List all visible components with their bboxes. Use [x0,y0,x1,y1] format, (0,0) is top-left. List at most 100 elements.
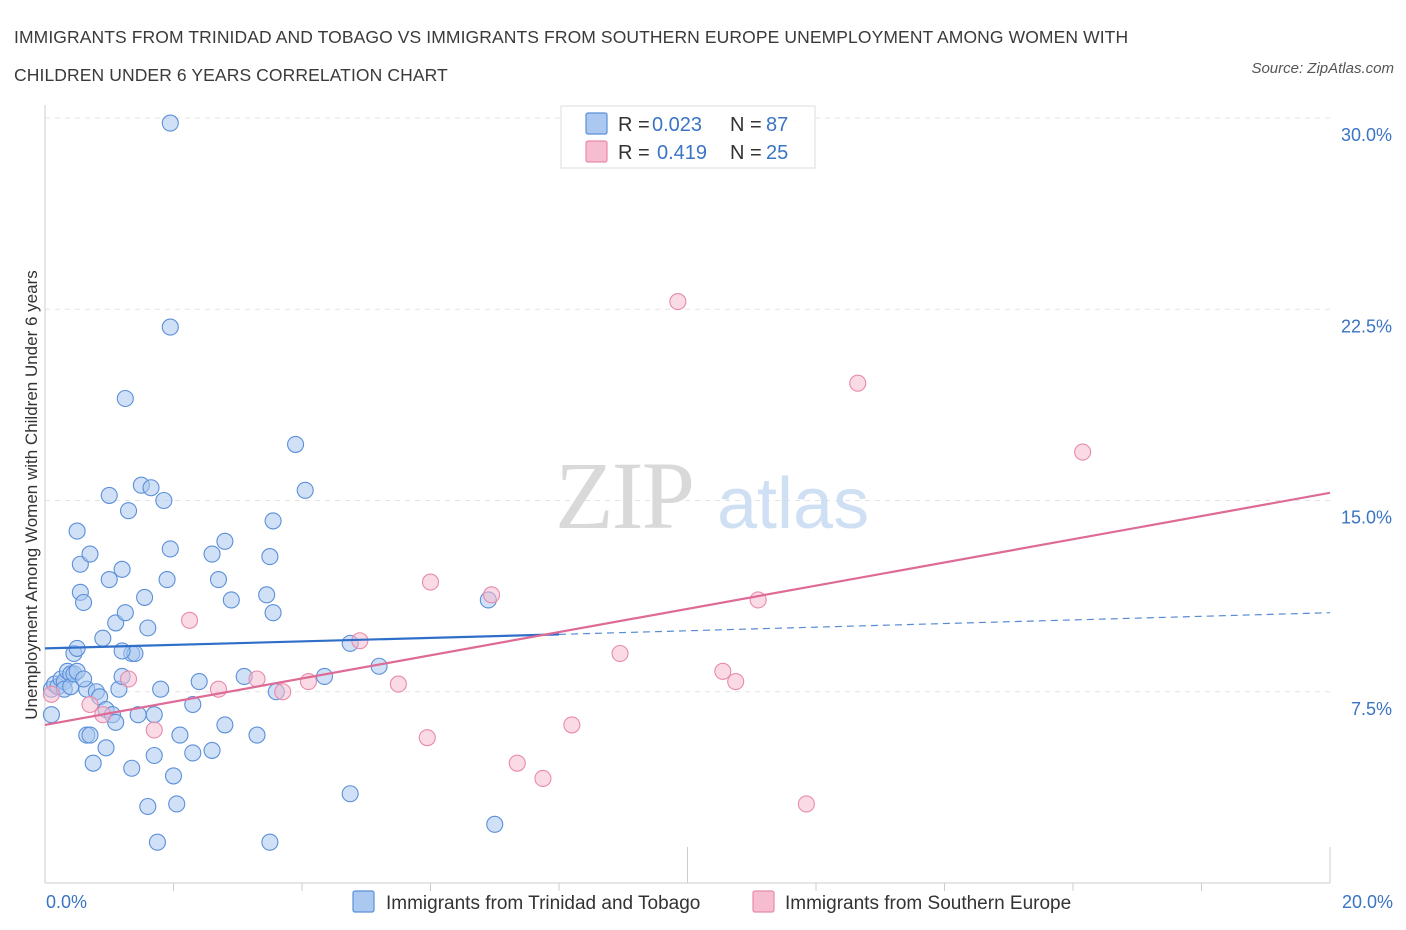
series-1-point-28 [100,570,118,589]
series-1-point-73 [261,833,279,851]
series-1-point-55 [161,114,179,132]
series-1-point-45 [139,619,157,637]
series-1-point-54 [161,540,179,558]
series-2-point-21 [727,672,745,691]
series-2-point-4 [145,721,163,739]
series-2-point-18 [611,644,629,663]
series-2-points [42,293,1092,813]
series-1-point-37 [116,389,134,408]
series-1-point-62 [190,672,208,691]
legend-swatch-series-2 [585,140,608,163]
series-1-point-46 [139,797,157,816]
series-2-point-20 [714,662,732,680]
series-1-point-80 [341,785,359,803]
series-2-point-11 [389,675,407,693]
legend-r-label-1: R = [618,114,650,136]
y-axis-label: Unemployment Among Women with Children U… [22,270,41,719]
legend-n-label-2: N = [730,142,762,164]
series-2-point-0 [42,685,60,703]
series-2-trend-line [44,491,1331,726]
y-tick-label-1: 15.0% [1341,508,1392,528]
x-tick-label-1: 20.0% [1342,892,1393,912]
series-1-point-36 [116,604,134,622]
y-tick-label-2: 22.5% [1341,316,1392,336]
series-1-point-17 [75,593,93,612]
series-1-point-61 [184,695,202,714]
legend-n-label-1: N = [730,114,762,136]
series-2-point-19 [669,293,687,311]
series-1-point-71 [258,586,276,604]
series-1-point-21 [81,726,99,744]
trend-lines [44,491,1331,726]
series-1-point-66 [216,532,234,550]
y-tick-label-0: 7.5% [1351,699,1392,719]
legend-swatch-series-1 [585,112,608,135]
tick-labels: 7.5% 15.0% 22.5% 30.0% 0.0% 20.0% [46,125,1393,912]
bottom-legend-label-2: Immigrants from Southern Europe [785,893,1071,914]
series-1-point-58 [168,795,186,813]
series-1-point-29 [100,486,118,504]
series-2-point-14 [482,586,501,604]
series-2-point-17 [563,716,581,734]
series-1-point-77 [287,435,305,453]
legend-n-value-1: 87 [766,114,788,136]
series-2-point-24 [849,374,867,392]
series-2-point-8 [274,683,292,701]
grid-lines [45,117,1330,693]
series-1-point-34 [113,560,131,578]
axes [44,105,1331,891]
series-1-point-70 [248,726,266,744]
source-label: Source: ZipAtlas.com [1251,60,1394,77]
legend-r-value-2: 0.419 [657,142,707,164]
series-1-point-48 [145,706,163,724]
series-2-point-23 [797,795,815,813]
legend-r-label-2: R = [618,142,650,164]
series-1-point-49 [145,746,163,765]
series-1-point-78 [296,481,314,499]
series-2-point-15 [508,754,526,772]
series-1-point-25 [94,629,112,647]
series-1-point-20 [81,545,99,563]
bottom-legend-label-1: Immigrants from Trinidad and Tobago [386,893,700,914]
series-1-trend-extension [558,612,1331,635]
series-1-point-75 [264,512,282,530]
series-1-point-65 [209,570,228,589]
series-1-point-59 [171,726,189,744]
series-1-point-47 [142,479,160,497]
series-1-point-74 [264,604,282,622]
series-1-point-22 [84,754,102,772]
series-1-point-68 [222,591,240,609]
series-1-point-15 [68,522,86,540]
bottom-legend: Immigrants from Trinidad and Tobago Immi… [352,890,1071,914]
series-2-point-25 [1074,443,1092,461]
series-1-point-63 [203,545,221,563]
watermark: ZIP atlas [555,442,869,549]
y-tick-label-3: 30.0% [1341,125,1392,145]
series-1-point-27 [97,739,115,757]
series-1-point-39 [123,759,141,777]
chart-title: IMMIGRANTS FROM TRINIDAD AND TOBAGO VS I… [14,27,1129,85]
series-1-point-44 [136,588,154,606]
series-2-point-5 [181,611,199,629]
series-1-point-50 [148,833,166,851]
series-1-point-52 [155,491,173,510]
series-1-point-56 [161,318,179,336]
series-2-point-13 [421,573,440,591]
series-1-point-84 [486,815,504,833]
series-2-point-1 [81,695,99,714]
legend-n-value-2: 25 [766,142,788,164]
legend: R = 0.023 N = 87 R = 0.419 N = 25 [560,105,816,169]
series-1-point-57 [164,767,183,785]
series-1-point-1 [42,706,60,724]
series-1-point-51 [152,680,170,698]
bottom-legend-swatch-2 [752,890,775,913]
series-1-trend-line [44,633,560,650]
series-2-point-16 [534,769,552,788]
series-2-point-12 [418,729,436,747]
series-1-point-64 [203,741,221,759]
series-1-point-38 [119,502,138,520]
x-tick-label-0: 0.0% [46,892,87,912]
watermark-zip: ZIP [555,442,693,549]
legend-r-value-1: 0.023 [652,114,702,136]
